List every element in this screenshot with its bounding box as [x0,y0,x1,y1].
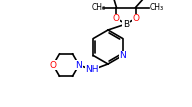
Text: CH₃: CH₃ [150,3,164,12]
Text: O: O [50,60,56,70]
Text: O: O [113,14,120,23]
Text: CH₃: CH₃ [91,3,106,12]
Text: CH₃: CH₃ [145,0,159,1]
Text: N: N [76,60,82,70]
Text: NH: NH [85,65,99,74]
Text: B: B [123,19,129,28]
Text: N: N [119,51,126,60]
Text: O: O [132,14,139,23]
